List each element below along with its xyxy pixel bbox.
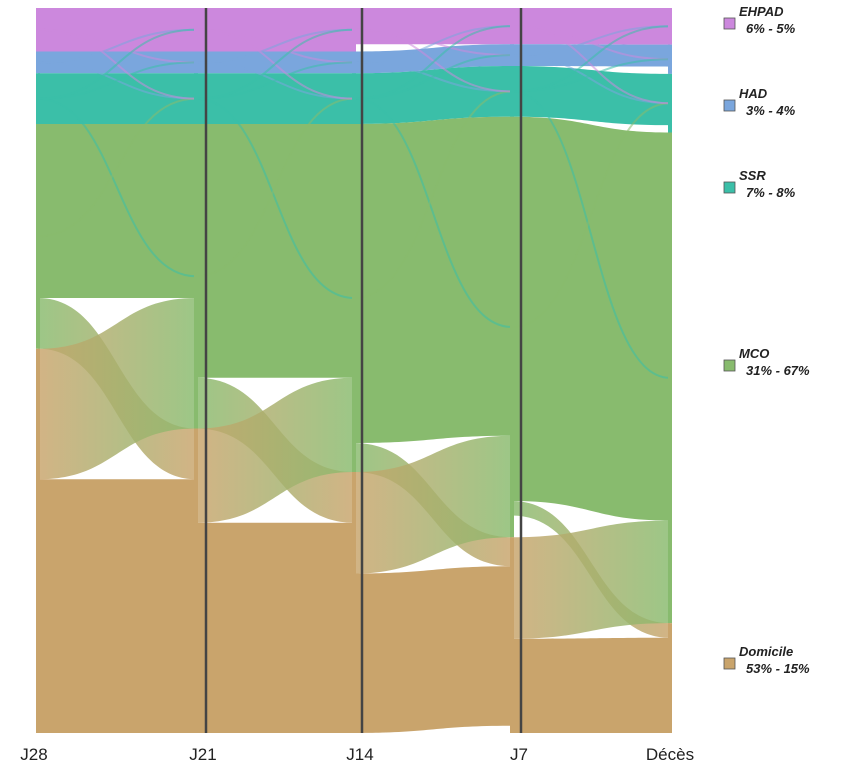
flow-j14-ehpad-to-ehpad [354, 8, 512, 45]
legend: EHPAD 6% - 5% HAD 3% - 4% SSR 7% - 8% MCO 31% -… [723, 4, 810, 676]
node-j14-domicile [352, 472, 356, 733]
legend-label-had: HAD [739, 86, 768, 101]
node-j7-mco [510, 116, 514, 538]
thread-j7-ssr-to-ehpad [511, 25, 671, 93]
node-j21-had [194, 51, 198, 74]
node-j28-ssr [36, 73, 40, 124]
thread-j28-ssr-to-ehpad [37, 28, 197, 100]
legend-label-ssr: SSR [739, 168, 766, 183]
node-j21-ehpad [194, 8, 198, 52]
flow-j14-domicile-to-mco [354, 435, 512, 574]
thread-j7-had-to-ssr [511, 54, 671, 105]
tick-label-1: J21 [189, 745, 216, 764]
thread-j28-ssr-to-mco [37, 97, 197, 278]
flow-j7-domicile-to-mco [512, 520, 670, 639]
node-j21-mco [194, 124, 198, 429]
flow-j28-had-to-had [38, 51, 196, 74]
flow-j21-ehpad-to-ehpad [196, 8, 354, 52]
node-j7-domicile [510, 537, 514, 733]
thread-j14-mco-to-ssr [353, 90, 513, 299]
thread-j14-had-to-ehpad [353, 25, 513, 64]
flow-j14-mco-to-mco [354, 116, 512, 443]
flow-j21-domicile-to-domicile [196, 522, 354, 733]
node-j14-ehpad [352, 8, 356, 52]
legend-range-ehpad: 6% - 5% [746, 21, 796, 36]
flow-j28-mco-to-mco [38, 124, 196, 298]
tick-label-0: J28 [20, 745, 47, 764]
thread-j7-mco-to-ssr [511, 102, 671, 328]
thread-j14-ehpad-to-had [353, 28, 513, 57]
legend-swatch-mco [723, 359, 736, 372]
node-j14-mco [352, 124, 356, 472]
thread-j28-mco-to-ssr [37, 97, 197, 238]
thread-j21-had-to-ehpad [195, 28, 355, 64]
node-j7-ehpad [510, 8, 514, 45]
legend-range-had: 3% - 4% [746, 103, 796, 118]
node-décès-had [668, 44, 672, 74]
flow-j28-ssr-to-ssr [38, 73, 196, 124]
stage-nodes [36, 8, 672, 733]
legend-swatch-ssr [723, 181, 736, 194]
legend-swatch-had [723, 99, 736, 112]
tick-label-2: J14 [346, 745, 373, 764]
thread-j7-ssr-to-had [511, 58, 671, 93]
thread-j14-ssr-to-had [353, 54, 513, 100]
flow-j14-ssr-to-ssr [354, 66, 512, 124]
tick-label-4: Décès [646, 745, 694, 764]
thread-j21-mco-to-ssr [195, 97, 355, 278]
legend-label-domicile: Domicile [739, 644, 793, 659]
flow-links [37, 8, 671, 733]
flow-j28-ehpad-to-ehpad [38, 8, 196, 52]
node-j28-had [36, 51, 40, 74]
node-j7-had [510, 44, 514, 66]
thread-j21-ssr-to-had [195, 61, 355, 100]
flow-j21-had-to-had [196, 51, 354, 74]
legend-range-domicile: 53% - 15% [746, 661, 810, 676]
flow-j21-ssr-to-ssr [196, 73, 354, 124]
flow-j21-domicile-to-mco [196, 377, 354, 523]
legend-range-mco: 31% - 67% [746, 363, 810, 378]
node-j28-domicile [36, 348, 40, 733]
node-j21-domicile [194, 428, 198, 733]
node-j28-mco [36, 124, 40, 349]
tick-label-3: J7 [510, 745, 528, 764]
node-j14-had [352, 51, 356, 74]
flow-j28-domicile-to-domicile [38, 479, 196, 733]
node-j14-ssr [352, 73, 356, 124]
node-décès-ssr [668, 73, 672, 133]
flow-j7-mco-to-mco [512, 116, 670, 521]
node-j7-ssr [510, 66, 514, 117]
node-décès-domicile [668, 623, 672, 733]
node-j28-ehpad [36, 8, 40, 52]
thread-j14-ehpad-to-ssr [353, 28, 513, 93]
legend-swatch-domicile [723, 657, 736, 670]
thread-j7-ehpad-to-ssr [511, 25, 671, 105]
legend-swatch-ehpad [723, 17, 736, 30]
thread-j7-ssr-to-mco [511, 90, 671, 379]
node-décès-ehpad [668, 8, 672, 45]
flow-j28-domicile-to-mco [38, 298, 196, 480]
flow-j7-ehpad-to-ehpad [512, 8, 670, 45]
flow-j7-domicile-to-domicile [512, 637, 670, 733]
legend-label-mco: MCO [739, 346, 769, 361]
thread-j21-ssr-to-mco [195, 97, 355, 299]
stage-lines [204, 8, 523, 733]
flow-j7-ssr-to-ssr [512, 66, 670, 126]
thread-j14-ssr-to-mco [353, 97, 513, 328]
stage-ticks: J28 J21 J14 J7 Décès [20, 745, 694, 764]
thread-j28-ssr-to-had [37, 61, 197, 100]
flow-j21-mco-to-mco [196, 124, 354, 378]
flow-j14-domicile-to-domicile [354, 566, 512, 733]
thread-j7-had-to-ehpad [511, 25, 671, 57]
node-j21-ssr [194, 73, 198, 124]
legend-label-ehpad: EHPAD [739, 4, 784, 19]
thread-j28-had-to-ehpad [37, 28, 197, 64]
node-décès-mco [668, 132, 672, 624]
flow-j7-had-to-had [512, 44, 670, 67]
thread-j14-ssr-to-ehpad [353, 25, 513, 100]
thread-j21-ssr-to-ehpad [195, 28, 355, 100]
thread-j7-ehpad-to-had [511, 25, 671, 61]
legend-range-ssr: 7% - 8% [746, 185, 796, 200]
